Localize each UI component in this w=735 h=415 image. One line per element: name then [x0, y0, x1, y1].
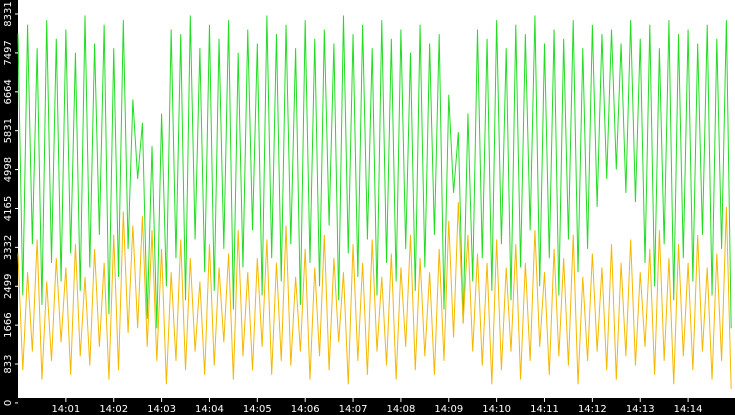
x-tick-label: 14:13 — [626, 404, 655, 415]
x-tick-label: 14:04 — [195, 404, 224, 415]
x-tick-label: 14:07 — [339, 404, 368, 415]
x-tick-label: 14:01 — [51, 404, 80, 415]
y-tick-label: 6664 — [3, 79, 14, 104]
x-tick-label: 14:06 — [291, 404, 320, 415]
y-tick-label: 4165 — [3, 196, 14, 221]
axes-layer: 0 833 1666 2499 3332 4165 4998 5831 6664 7497 8331… — [3, 1, 703, 415]
x-tick-label: 14:14 — [674, 404, 703, 415]
y-tick-label: 1666 — [3, 312, 14, 337]
y-tick-label: 0 — [3, 400, 14, 406]
y-tick-label: 833 — [3, 354, 14, 373]
x-tick-label: 14:05 — [243, 404, 272, 415]
x-tick-label: 14:08 — [386, 404, 415, 415]
y-tick-label: 2499 — [3, 274, 14, 299]
y-tick-label: 4998 — [3, 157, 14, 182]
y-tick-label: 5831 — [3, 118, 14, 143]
y-tick-label: 8331 — [3, 1, 14, 26]
y-tick-label: 3332 — [3, 235, 14, 260]
series-line — [17, 202, 732, 389]
x-tick-label: 14:03 — [147, 404, 176, 415]
series-line — [17, 15, 732, 329]
x-tick-label: 14:09 — [434, 404, 463, 415]
y-tick-label: 7497 — [3, 40, 14, 65]
x-tick-label: 14:12 — [578, 404, 607, 415]
x-tick-label: 14:11 — [530, 404, 559, 415]
x-tick-label: 14:10 — [482, 404, 511, 415]
x-tick-label: 14:02 — [99, 404, 128, 415]
series-layer — [17, 15, 732, 389]
